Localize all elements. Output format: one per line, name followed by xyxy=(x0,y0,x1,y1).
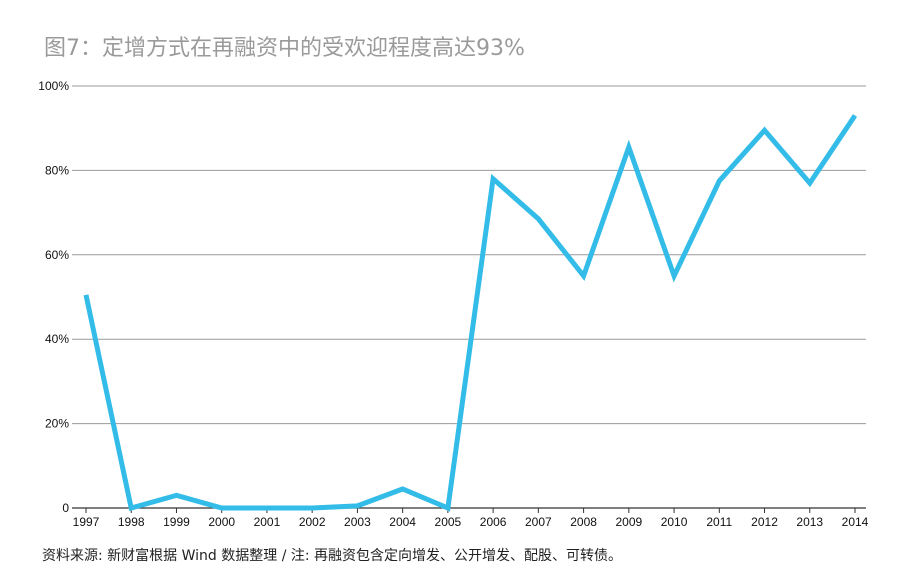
x-tick-label: 1997 xyxy=(73,515,100,529)
x-tick-label: 2009 xyxy=(615,515,642,529)
y-tick-label: 60% xyxy=(45,248,69,262)
y-tick-label: 0 xyxy=(62,501,69,515)
x-tick-label: 2011 xyxy=(706,515,732,529)
x-tick-label: 2013 xyxy=(796,515,823,529)
x-tick-label: 2008 xyxy=(570,515,597,529)
y-tick-label: 100% xyxy=(38,79,69,93)
x-tick-label: 2000 xyxy=(208,515,235,529)
x-tick-label: 2001 xyxy=(254,515,281,529)
gridlines xyxy=(72,85,866,425)
x-tick-label: 2010 xyxy=(661,515,688,529)
y-tick-label: 80% xyxy=(45,163,69,177)
x-tick-label: 2014 xyxy=(842,515,869,529)
x-tick-label: 2006 xyxy=(480,515,507,529)
x-tick-label: 2004 xyxy=(389,515,416,529)
x-tick-label: 1998 xyxy=(118,515,145,529)
y-axis-tick-labels: 0 20% 40% 60% 80% 100% xyxy=(38,79,69,515)
x-axis: 1997 1998 1999 2000 2001 2002 2003 2004 2005 2006… xyxy=(72,507,869,529)
x-tick-label: 2007 xyxy=(525,515,552,529)
data-series xyxy=(83,114,858,512)
series-line xyxy=(83,114,858,512)
y-tick-label: 20% xyxy=(45,417,69,431)
y-tick-label: 40% xyxy=(45,332,69,346)
x-tick-label: 1999 xyxy=(163,515,190,529)
x-tick-label: 2012 xyxy=(751,515,778,529)
source-note: 资料来源: 新财富根据 Wind 数据整理 / 注: 再融资包含定向增发、公开增… xyxy=(42,548,623,564)
x-tick-label: 2003 xyxy=(344,515,371,529)
x-tick-label: 2002 xyxy=(299,515,326,529)
x-tick-label: 2005 xyxy=(435,515,462,529)
chart-title: 图7：定增方式在再融资中的受欢迎程度高达93% xyxy=(44,36,525,61)
